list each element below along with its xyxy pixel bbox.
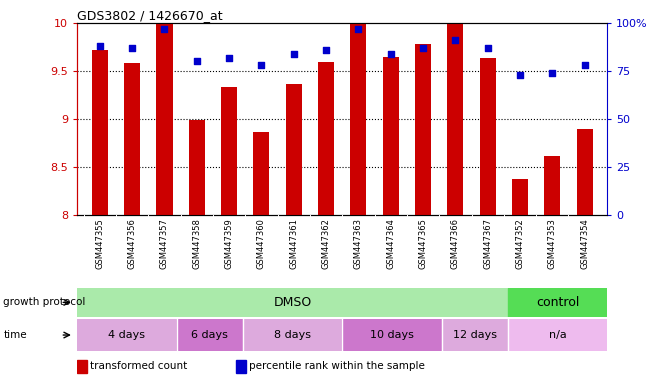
Bar (92, 50, 108, 215)
Bar (156, 24, 172, 215)
Point (547, 70, 558, 76)
Bar (77, 319, 176, 351)
Text: GSM447358: GSM447358 (193, 218, 201, 269)
Bar (544, 156, 560, 215)
Text: 6 days: 6 days (191, 330, 228, 340)
Text: time: time (3, 330, 27, 340)
Bar (448, 24, 464, 215)
Point (450, 37, 461, 43)
Point (579, 62, 590, 68)
Text: GSM447362: GSM447362 (321, 218, 331, 269)
Point (223, 55, 234, 61)
Point (159, 26, 170, 32)
Bar (512, 179, 528, 215)
Point (127, 45, 138, 51)
Bar (350, 24, 366, 215)
Bar (508, 288, 607, 317)
Text: percentile rank within the sample: percentile rank within the sample (250, 361, 425, 371)
Text: GSM447356: GSM447356 (127, 218, 137, 269)
Point (353, 26, 364, 32)
Text: GDS3802 / 1426670_at: GDS3802 / 1426670_at (77, 9, 223, 22)
Text: GSM447357: GSM447357 (160, 218, 169, 269)
Point (515, 72, 525, 78)
Point (321, 47, 331, 53)
Point (289, 51, 299, 57)
Bar (318, 62, 334, 215)
Bar (576, 129, 592, 215)
Text: 12 days: 12 days (453, 330, 497, 340)
Point (482, 45, 493, 51)
Text: GSM447366: GSM447366 (451, 218, 460, 269)
Text: GSM447365: GSM447365 (419, 218, 427, 269)
Point (256, 62, 267, 68)
Bar (243, 319, 342, 351)
Text: GSM447361: GSM447361 (289, 218, 298, 269)
Bar (254, 132, 270, 215)
Text: GSM447354: GSM447354 (580, 218, 589, 269)
Bar (236, 360, 246, 372)
Bar (415, 44, 431, 215)
Text: growth protocol: growth protocol (3, 297, 86, 308)
Text: GSM447355: GSM447355 (95, 218, 104, 269)
Bar (176, 319, 243, 351)
Bar (286, 84, 302, 215)
Text: GSM447360: GSM447360 (257, 218, 266, 269)
Point (385, 51, 396, 57)
Bar (221, 87, 237, 215)
Text: 8 days: 8 days (274, 330, 311, 340)
Bar (189, 120, 205, 215)
Text: control: control (536, 296, 579, 309)
Bar (124, 63, 140, 215)
Text: GSM447364: GSM447364 (386, 218, 395, 269)
Text: GSM447353: GSM447353 (548, 218, 557, 269)
Point (417, 45, 428, 51)
Point (191, 58, 202, 65)
Text: DMSO: DMSO (273, 296, 311, 309)
Text: 10 days: 10 days (370, 330, 414, 340)
Bar (480, 58, 496, 215)
Bar (77, 288, 508, 317)
Text: GSM447367: GSM447367 (483, 218, 492, 269)
Point (95, 43, 105, 49)
Bar (508, 319, 607, 351)
Text: GSM447363: GSM447363 (354, 218, 363, 269)
Bar (342, 319, 442, 351)
Bar (442, 319, 508, 351)
Text: GSM447352: GSM447352 (515, 218, 525, 269)
Text: transformed count: transformed count (91, 361, 188, 371)
Text: 4 days: 4 days (108, 330, 146, 340)
Text: GSM447359: GSM447359 (225, 218, 234, 269)
Bar (77, 360, 87, 372)
Text: n/a: n/a (549, 330, 566, 340)
Bar (382, 56, 399, 215)
